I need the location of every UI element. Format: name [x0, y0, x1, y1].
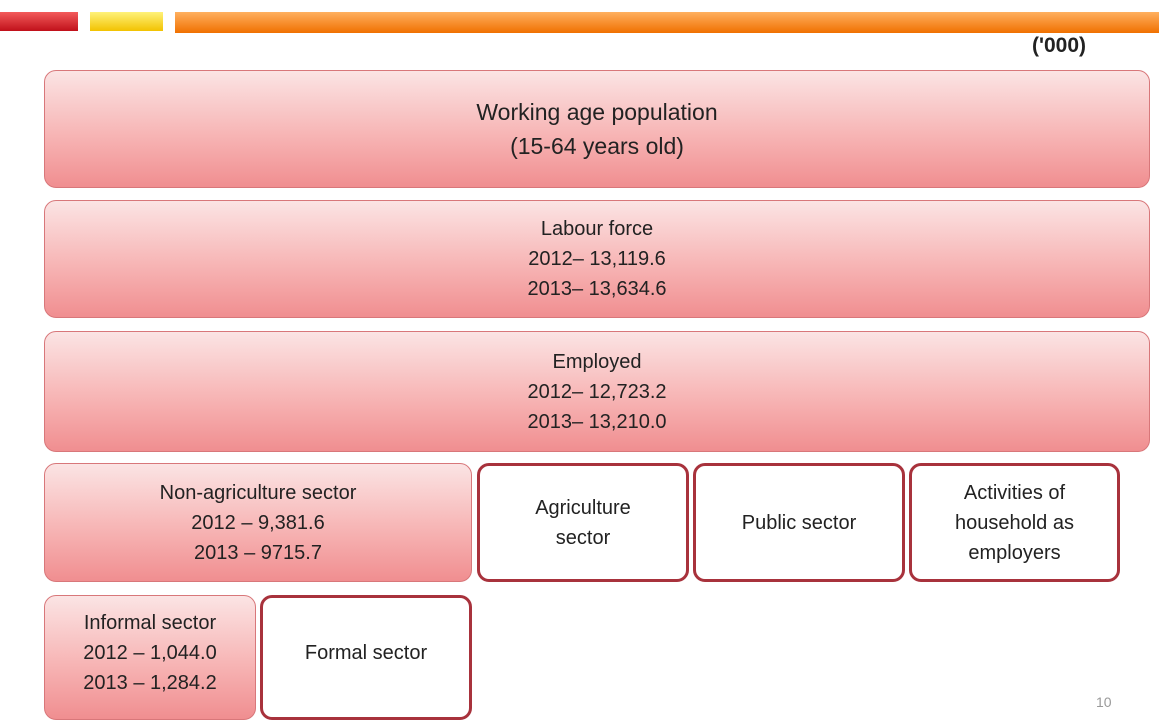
units: ('000): [1031, 34, 1086, 57]
node-text: Labour force: [540, 218, 654, 240]
node: Agriculture sector: [477, 463, 689, 582]
node-text: 2012 – 1,044.0: [83, 641, 217, 664]
node-text: 2012 – 9,381.6: [191, 511, 325, 534]
node-text: household as: [955, 511, 1074, 534]
node: Activities of household as employers: [909, 463, 1120, 582]
node-text: 2012– 13,119.6: [528, 248, 666, 270]
node: Non-agriculture sector 2012 – 9,381.6 2013…: [44, 463, 472, 582]
node-text: 2013 – 9715.7: [194, 541, 322, 564]
node: Working age population (15-64 years old): [44, 70, 1150, 188]
yellow-bar: [90, 12, 163, 31]
node-text: Employed: [552, 350, 642, 373]
node-text: Activities of: [963, 481, 1066, 504]
node: Formal sector: [260, 595, 472, 720]
node-text: sector: [555, 526, 611, 549]
node-text: employers: [968, 541, 1061, 564]
node: Labour force 2012– 13,119.6 2013– 13,634.6: [44, 200, 1150, 318]
node-text: Working age population: [476, 99, 718, 125]
node-text: 2013 – 1,284.2: [83, 671, 217, 694]
node-text: Agriculture: [535, 496, 631, 519]
node-text: 2012– 12,723.2: [527, 380, 667, 403]
node-text: (15-64 years old): [510, 133, 684, 159]
node-text: 2013– 13,634.6: [527, 278, 667, 300]
orange-bar: [175, 12, 1159, 33]
node-text: Informal sector: [83, 611, 217, 634]
node-text: Public sector: [741, 511, 857, 534]
node: Informal sector 2012 – 1,044.0 2013 – 1,28…: [44, 595, 256, 720]
node-text: Non-agriculture sector: [159, 481, 357, 504]
node-text: 2013– 13,210.0: [527, 410, 667, 433]
red-bar: [0, 12, 78, 31]
node-text: Formal sector: [304, 641, 428, 664]
page-number: 10: [1096, 694, 1112, 710]
node: Public sector: [693, 463, 905, 582]
node: Employed 2012– 12,723.2 2013– 13,210.0: [44, 331, 1150, 452]
